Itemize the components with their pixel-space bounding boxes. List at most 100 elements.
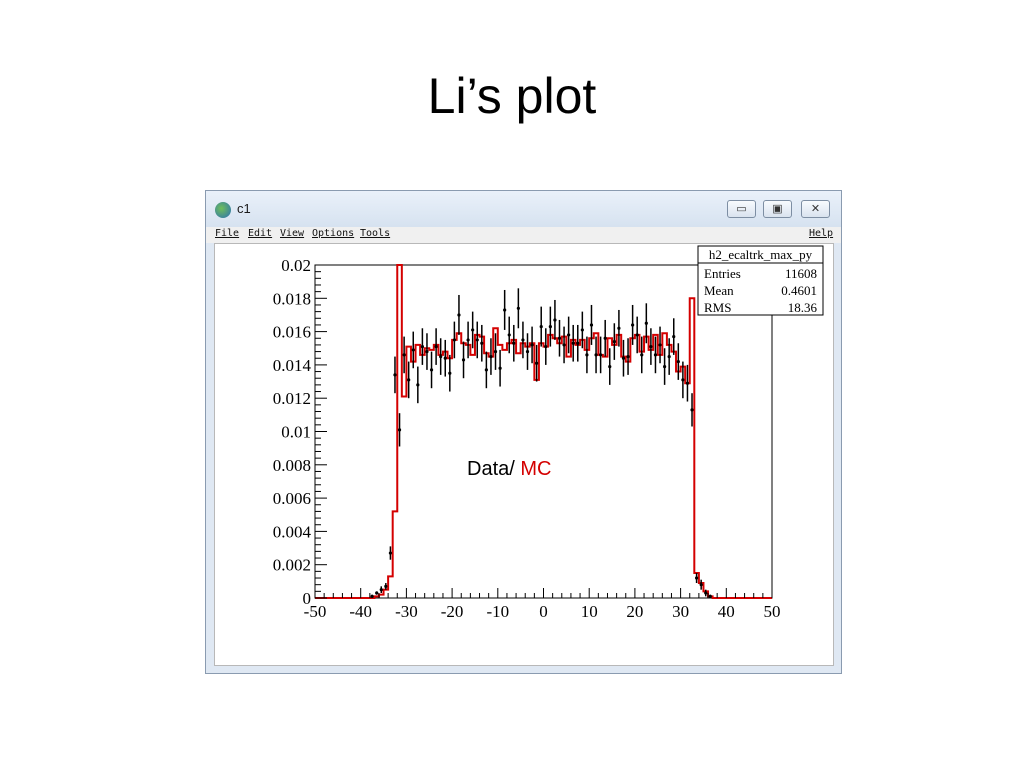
data-marker [461,358,466,362]
data-marker [553,318,557,322]
root-canvas-window: c1 ▭ ▣ ✕ File Edit View Options Tools He… [205,190,842,674]
data-marker [690,408,694,412]
data-point [503,289,507,330]
menu-bar: File Edit View Options Tools Help [206,227,841,243]
slide-title: Li’s plot [427,68,597,124]
data-point [384,583,388,590]
close-button[interactable]: ✕ [801,200,830,218]
plot-canvas[interactable]: -50 -40 -30 -20 -10 0 10 20 30 40 50 0 0.002 0.004 0.0… [214,243,834,666]
data-marker [699,583,703,587]
data-point [393,356,397,394]
data-point [475,321,479,359]
data-point [457,294,461,335]
data-point [544,328,548,365]
data-point [452,321,456,359]
data-marker [507,333,511,337]
data-marker [539,325,543,329]
data-marker [576,341,580,345]
data-point [694,573,699,584]
data-point [653,336,658,374]
data-marker [626,354,630,359]
y-tick-label: 0.016 [273,323,311,342]
data-point [557,319,562,357]
data-point [589,304,594,345]
x-tick-label: -40 [349,602,372,621]
data-marker [379,588,383,592]
x-tick-label: -50 [304,602,327,621]
data-marker [685,381,690,385]
data-point [649,328,653,365]
data-marker [503,308,507,312]
data-marker [653,353,658,357]
data-point [484,351,488,389]
data-marker [397,428,402,432]
y-tick-label: 0.02 [281,256,311,275]
y-tick-label: 0.002 [273,556,311,575]
data-point [617,309,621,347]
data-marker [594,353,598,357]
data-point [548,306,552,347]
data-marker [420,344,424,349]
histogram-plot: -50 -40 -30 -20 -10 0 10 20 30 40 50 0 0.002 0.004 0.0… [273,245,824,621]
data-marker [388,551,393,555]
data-marker [489,354,493,359]
stats-row-value: 11608 [785,266,817,281]
data-point [599,336,603,374]
data-marker [493,349,498,354]
data-marker [471,328,475,332]
data-point [443,339,447,377]
maximize-button[interactable]: ▣ [763,200,792,218]
stats-box [697,245,824,316]
data-point [635,316,639,354]
legend-annotation: Data/ MC [467,458,551,481]
data-marker [407,378,411,382]
data-point [388,546,393,560]
data-point [493,333,498,370]
data-marker [681,378,685,382]
stats-row-value: 18.36 [788,300,818,315]
data-marker [562,343,566,347]
y-tick-label: 0.01 [281,423,311,442]
data-point [489,338,493,375]
window-titlebar[interactable]: c1 ▭ ▣ ✕ [206,191,841,227]
data-point [402,336,406,374]
data-point [676,343,680,380]
menu-help[interactable]: Help [809,228,834,239]
data-marker [525,349,530,354]
data-label: Data/ [467,458,515,480]
data-marker [475,338,479,342]
data-point [434,328,438,365]
data-point [397,413,402,447]
data-marker [402,353,406,357]
minimize-button[interactable]: ▭ [727,200,756,218]
menu-options[interactable]: Options [312,228,355,239]
data-marker [516,306,520,310]
data-marker [557,336,562,340]
window-title: c1 [237,201,251,216]
data-marker [393,373,397,377]
data-point [530,326,534,364]
data-marker [443,356,447,360]
data-point [672,318,676,355]
data-point [379,586,383,594]
data-point [370,594,374,598]
menu-tools[interactable]: Tools [360,228,391,239]
data-point [658,326,662,364]
data-point [535,344,539,382]
data-point [466,321,470,359]
data-marker [621,356,626,360]
data-point [681,361,685,399]
menu-file[interactable]: File [215,228,240,239]
data-point [420,328,424,365]
data-marker [448,371,452,375]
menu-edit[interactable]: Edit [248,228,273,239]
data-marker [708,594,712,598]
y-tick-label: 0.004 [273,522,312,541]
data-marker [480,341,484,345]
data-marker [384,584,388,588]
data-point [507,316,511,354]
x-tick-label: -20 [441,602,464,621]
data-point [407,361,411,399]
menu-view[interactable]: View [280,228,305,239]
data-point [521,321,525,359]
